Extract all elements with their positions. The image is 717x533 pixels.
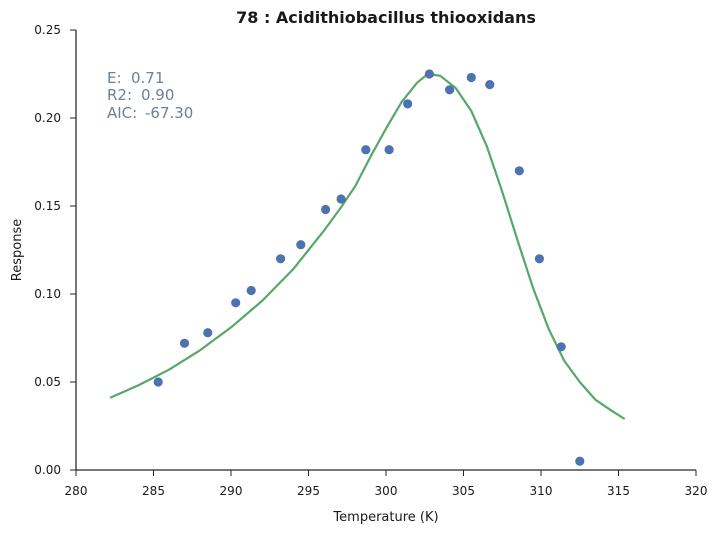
x-axis-label: Temperature (K) <box>332 510 438 525</box>
data-point <box>231 298 241 308</box>
stats-annotation: E: 0.71 R2: 0.90 AIC: -67.30 <box>107 69 193 122</box>
x-tick-label: 305 <box>452 484 475 498</box>
x-tick-label: 315 <box>607 484 630 498</box>
stat-r2-value: 0.90 <box>141 86 174 104</box>
x-tick-label: 320 <box>685 484 708 498</box>
stat-aic: AIC: -67.30 <box>107 104 193 122</box>
stat-aic-label: AIC: <box>107 104 137 122</box>
stat-r2: R2: 0.90 <box>107 86 174 104</box>
data-point <box>466 72 476 83</box>
y-tick-label: 0.15 <box>34 199 61 213</box>
data-point <box>153 377 163 387</box>
data-point <box>276 254 286 264</box>
chart-title: 78 : Acidithiobacillus thiooxidans <box>236 8 536 27</box>
data-point <box>336 194 346 204</box>
fit-curve <box>109 72 626 420</box>
stat-aic-value: -67.30 <box>145 104 193 122</box>
y-axis-label: Response <box>10 219 25 281</box>
x-tick-label: 300 <box>375 484 398 498</box>
data-point <box>203 328 213 338</box>
data-point <box>246 285 256 296</box>
stat-e: E: 0.71 <box>107 69 164 87</box>
stat-e-value: 0.71 <box>131 69 164 87</box>
data-point <box>575 456 585 466</box>
data-point <box>556 342 566 352</box>
y-tick-label: 0.10 <box>34 287 61 301</box>
data-point <box>403 99 413 109</box>
axes: 280 285 290 295 300 305 310 315 320 0.00 0.05 0.10 0… <box>34 23 707 498</box>
stat-r2-label: R2: <box>107 86 132 104</box>
y-tick-label: 0.05 <box>34 375 61 389</box>
y-tick-label: 0.25 <box>34 23 61 37</box>
data-point <box>179 338 190 348</box>
x-tick-label: 285 <box>142 484 165 498</box>
plot-area <box>109 69 626 466</box>
data-point <box>321 204 331 215</box>
y-tick-label: 0.00 <box>34 463 61 477</box>
data-point <box>445 85 455 95</box>
x-tick-label: 290 <box>220 484 243 498</box>
y-tick-label: 0.20 <box>34 111 61 125</box>
x-tick-label: 280 <box>65 484 88 498</box>
data-point <box>424 69 434 79</box>
x-tick-label: 310 <box>530 484 553 498</box>
data-point <box>296 240 306 250</box>
data-point <box>514 166 524 176</box>
stat-e-label: E: <box>107 69 122 87</box>
data-point <box>384 145 394 155</box>
data-point <box>485 80 495 90</box>
data-point <box>534 254 545 264</box>
data-point <box>361 145 371 155</box>
x-tick-label: 295 <box>297 484 320 498</box>
